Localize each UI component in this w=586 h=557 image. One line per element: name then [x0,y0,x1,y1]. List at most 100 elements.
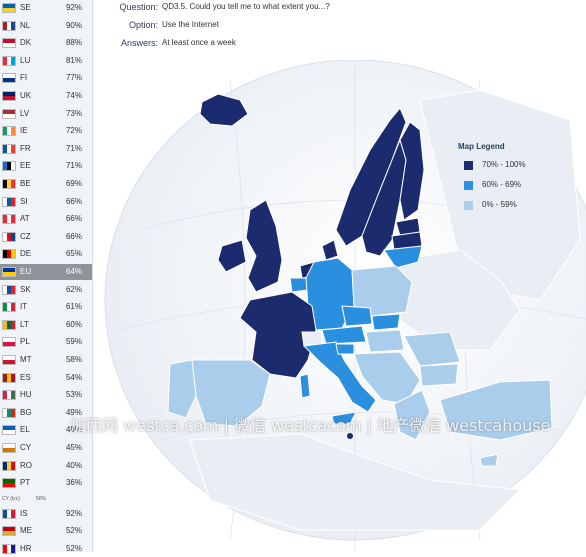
country-value: 54% [65,372,82,382]
country-value: 74% [65,91,82,100]
region-austria [321,325,367,345]
country-row-lu[interactable]: LU 81% [0,53,92,69]
country-flag-icon [2,319,16,330]
legend-swatch-low [464,201,473,210]
country-code: EL [20,425,30,435]
question-label: Question: [119,2,158,12]
country-row-el[interactable]: EL 48% [0,422,92,438]
region-slovakia [371,313,401,331]
region-north-africa [189,433,522,531]
country-code: RO [20,460,32,470]
legend-label-low: 0% - 59% [482,200,517,209]
region-norway [335,107,407,247]
region-cyprus [479,453,499,467]
legend-label-high: 70% - 100% [482,160,526,169]
country-row-cy-tcc[interactable]: CY (tcc) 50% [2,494,92,504]
country-row-ee[interactable]: EE 71% [0,158,92,174]
watermark-text: 加西网 westca.com | 微信 westcacom | 地产微信 wes… [70,416,551,435]
country-flag-icon [2,284,16,295]
country-value: 62% [65,284,82,294]
country-row-se[interactable]: SE 92% [0,0,92,16]
region-slovenia [335,343,355,355]
country-row-it[interactable]: IT 61% [0,299,92,315]
region-poland [351,265,413,317]
country-flag-icon [2,126,16,137]
region-ukraine-belarus [399,249,521,351]
country-code: BE [20,179,31,188]
country-row-hr[interactable]: HR 52% [0,541,92,557]
country-value: 66% [65,196,82,206]
country-flag-icon [2,407,16,418]
answers-value: At least once a week [162,38,236,47]
region-portugal [167,359,197,419]
country-row-ie[interactable]: IE 72% [0,123,92,139]
country-row-me[interactable]: ME 52% [0,523,92,539]
country-value: 40% [65,460,82,470]
country-row-eu[interactable]: EU 64% [0,264,92,280]
legend-title: Map Legend [458,142,505,151]
country-flag-icon [2,372,16,383]
country-row-fi[interactable]: FI 77% [0,70,92,86]
country-row-mt[interactable]: MT 58% [0,352,92,368]
country-code: UK [20,91,32,100]
country-code: CZ [20,231,31,241]
country-code: ES [20,372,31,382]
country-value: 71% [65,143,82,153]
country-value: 48% [65,425,82,435]
country-flag-icon [2,355,16,365]
country-value: 60% [65,319,82,329]
legend-swatch-mid [464,181,473,190]
country-row-lt[interactable]: LT 60% [0,317,92,333]
country-row-pl[interactable]: PL 59% [0,334,92,350]
country-flag-icon [2,544,16,554]
country-flag-icon [2,38,16,49]
country-code: ME [20,526,32,536]
country-flag-icon [2,267,16,277]
europe-map[interactable] [100,60,586,552]
country-row-si[interactable]: SI 66% [0,194,92,210]
country-row-es[interactable]: ES 54% [0,370,92,386]
question-header: Question: QD3.5. Could you tell me to wh… [100,0,480,60]
option-value: Use the Internet [162,20,219,29]
country-flag-icon [2,460,16,471]
country-row-fr[interactable]: FR 71% [0,141,92,157]
country-row-be[interactable]: BE 69% [0,176,92,192]
legend-label-mid: 60% - 69% [482,180,522,189]
country-value: 66% [65,214,82,224]
country-row-uk[interactable]: UK 74% [0,88,92,104]
country-row-hu[interactable]: HU 53% [0,387,92,403]
country-row-sk[interactable]: SK 62% [0,282,92,298]
country-code: PT [20,478,31,488]
country-row-is[interactable]: IS 92% [0,506,92,522]
answers-label: Answers: [120,38,158,48]
region-turkey [439,379,553,441]
legend-swatch-high [464,161,473,170]
option-label: Option: [128,20,158,30]
country-row-cz[interactable]: CZ 66% [0,229,92,245]
region-czechia [341,305,373,327]
region-romania [403,331,461,367]
country-value: 50% [36,495,47,502]
country-row-ro[interactable]: RO 40% [0,458,92,474]
country-value: 61% [65,302,82,312]
country-row-cy[interactable]: CY 45% [0,440,92,456]
country-row-nl[interactable]: NL 90% [0,18,92,34]
country-value: 59% [65,337,82,347]
country-row-pt[interactable]: PT 36% [0,475,92,491]
country-value: 52% [65,544,82,553]
country-code: DE [20,249,32,259]
country-flag-icon [2,249,16,260]
country-row-dk[interactable]: DK 88% [0,35,92,51]
country-row-de[interactable]: DE 65% [0,246,92,262]
country-flag-icon [2,20,16,31]
country-row-bg[interactable]: BG 49% [0,405,92,421]
country-row-lv[interactable]: LV 73% [0,106,92,122]
country-code: HR [20,544,32,553]
country-value: 69% [65,179,82,188]
country-code: DK [20,38,32,48]
country-row-at[interactable]: AT 66% [0,211,92,227]
country-flag-icon [2,231,16,242]
region-lithuania [383,245,423,269]
country-code: PL [20,337,30,347]
country-value: 73% [65,108,82,118]
